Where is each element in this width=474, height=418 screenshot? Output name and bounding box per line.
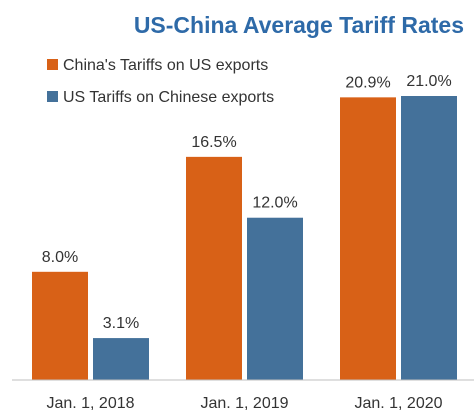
data-label-china-0: 8.0% <box>42 249 78 266</box>
legend: China's Tariffs on US exports US Tariffs… <box>47 57 274 106</box>
chart-title: US-China Average Tariff Rates <box>134 12 464 38</box>
bar-china-0 <box>32 271 88 380</box>
data-label-china-1: 16.5% <box>191 134 236 151</box>
data-labels-group: 8.0% 3.1% 16.5% 12.0% 20.9% 21.0% <box>42 73 452 332</box>
bars-group <box>32 96 457 380</box>
bar-us-0 <box>93 338 149 380</box>
data-label-us-2: 21.0% <box>406 73 451 90</box>
legend-label-china: China's Tariffs on US exports <box>63 57 268 74</box>
bar-china-2 <box>340 97 396 380</box>
x-tick-label-2: Jan. 1, 2020 <box>354 395 442 412</box>
data-label-us-1: 12.0% <box>252 195 297 212</box>
bar-china-1 <box>186 156 242 380</box>
data-label-us-0: 3.1% <box>103 315 139 332</box>
x-tick-label-1: Jan. 1, 2019 <box>200 395 288 412</box>
data-label-china-2: 20.9% <box>345 74 390 91</box>
legend-swatch-us <box>47 91 58 102</box>
x-tick-label-0: Jan. 1, 2018 <box>46 395 134 412</box>
x-axis-tick-labels: Jan. 1, 2018 Jan. 1, 2019 Jan. 1, 2020 <box>46 395 442 412</box>
legend-label-us: US Tariffs on Chinese exports <box>63 89 274 106</box>
legend-swatch-china <box>47 59 58 70</box>
bar-us-2 <box>401 96 457 380</box>
bar-us-1 <box>247 217 303 380</box>
